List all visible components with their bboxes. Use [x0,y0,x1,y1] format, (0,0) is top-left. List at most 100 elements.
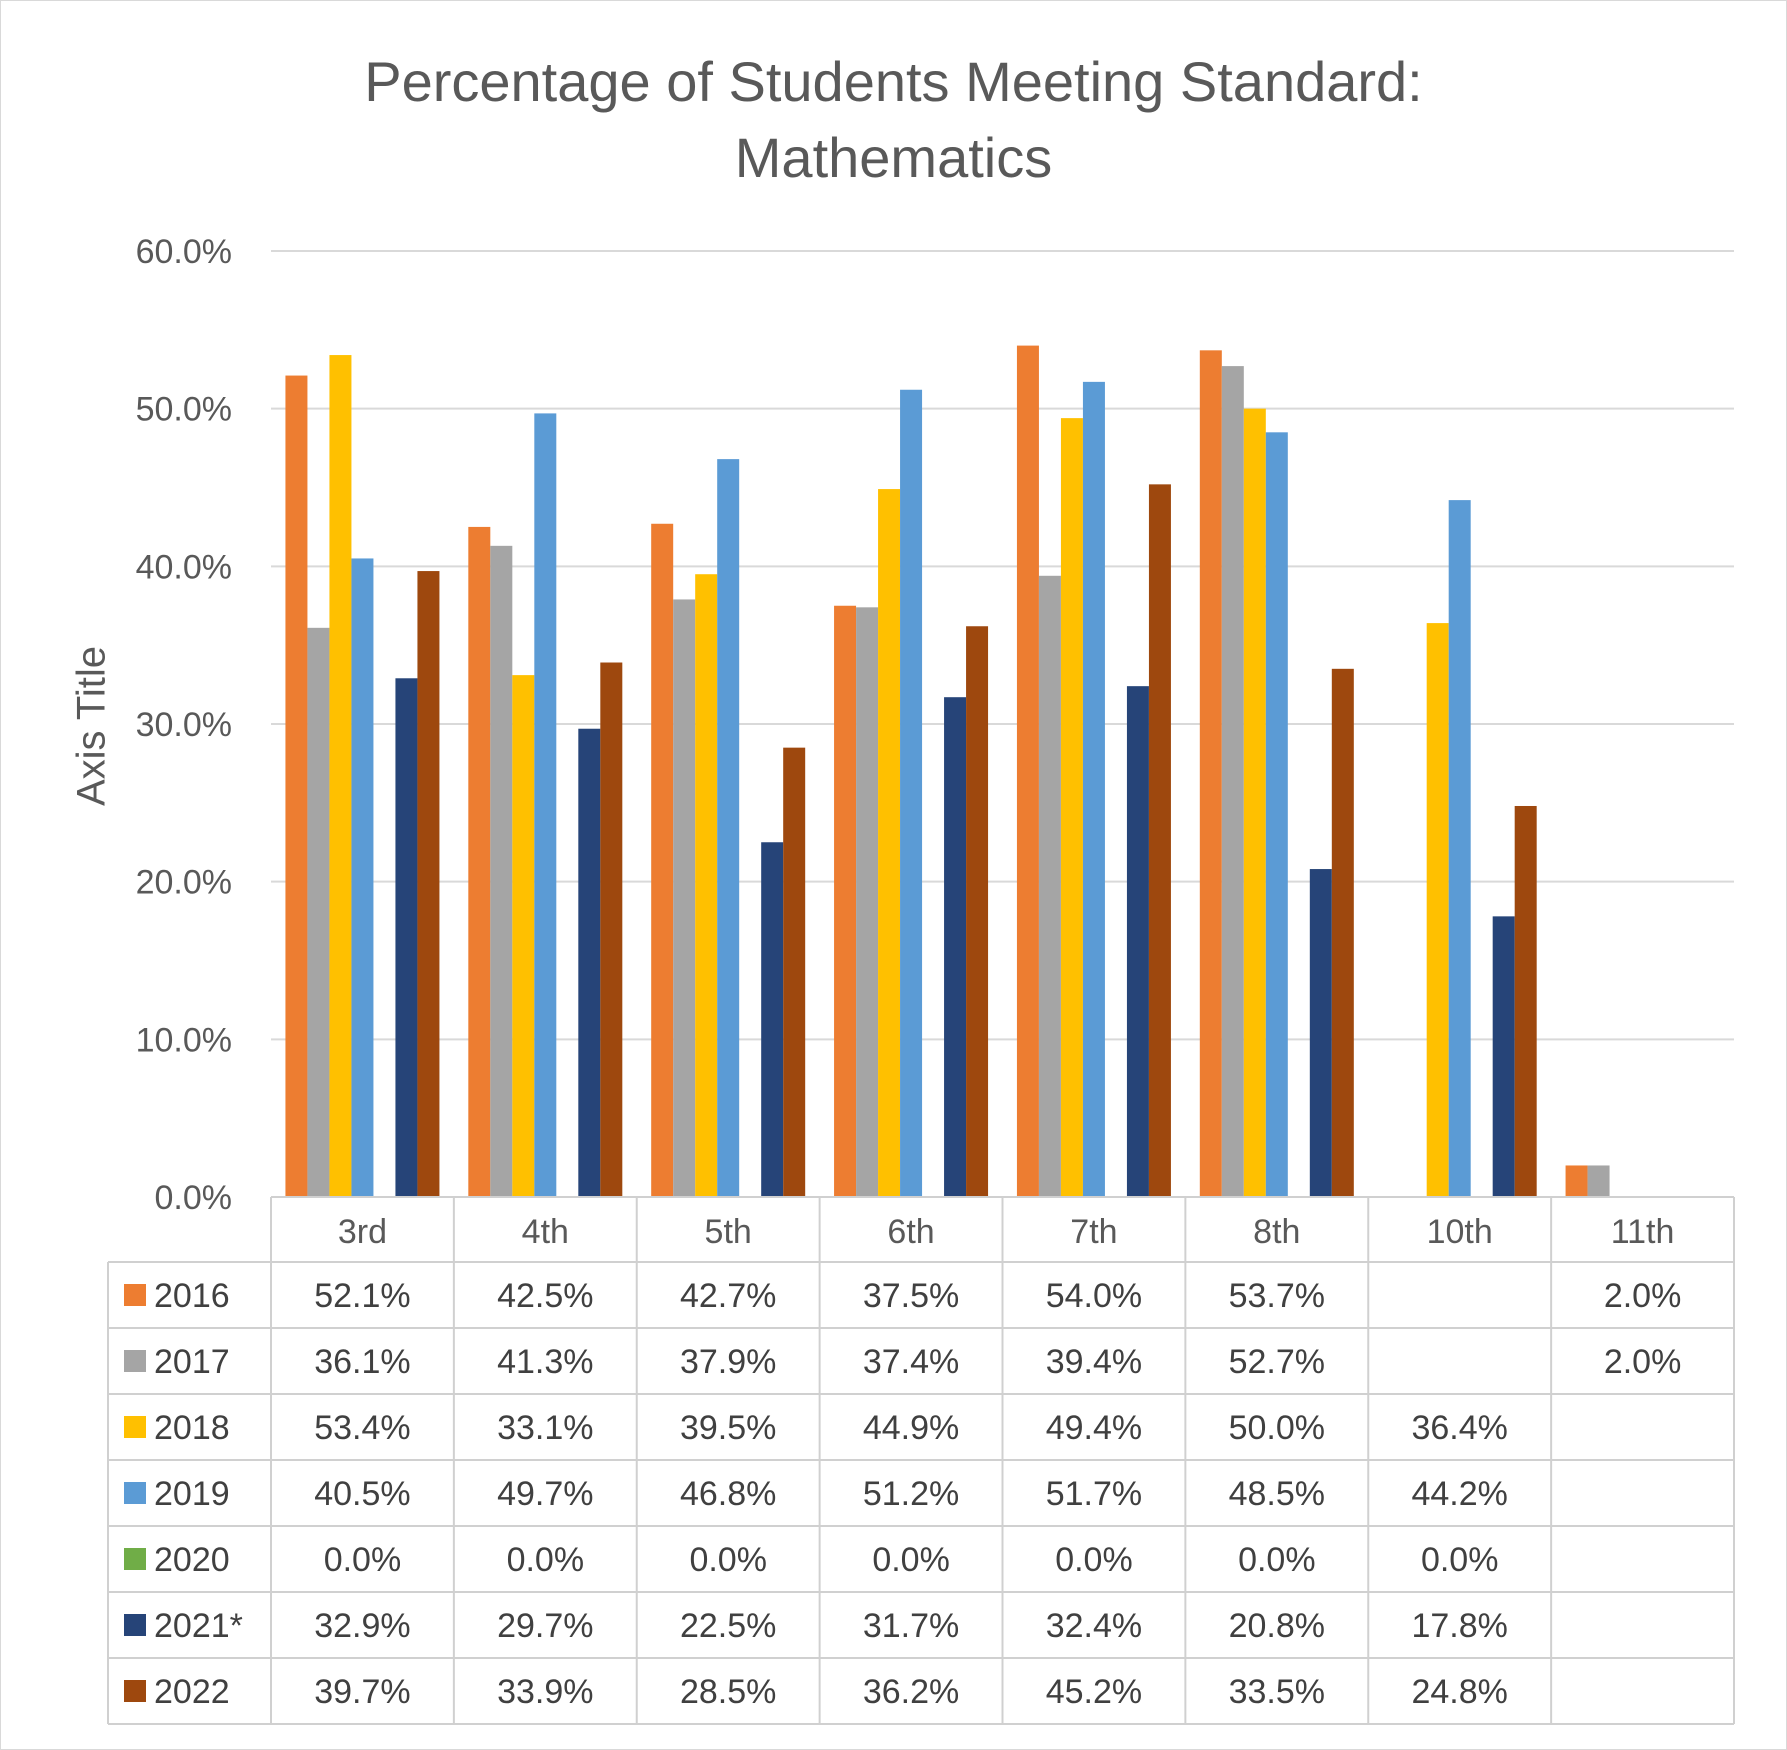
table-cell: 0.0% [1421,1541,1499,1579]
bar [673,599,696,1197]
table-cell: 33.9% [497,1673,593,1711]
bar [1221,366,1244,1197]
bar [1060,418,1083,1197]
series-label: 2022 [154,1673,230,1711]
table-cell: 52.7% [1229,1343,1325,1381]
table-cell: 41.3% [497,1343,593,1381]
bar [1587,1165,1610,1197]
category-label: 8th [1253,1213,1300,1251]
category-label: 10th [1427,1213,1493,1251]
bar [1426,623,1449,1197]
category-label: 4th [522,1213,569,1251]
table-cell: 0.0% [689,1541,767,1579]
table-cell: 51.7% [1046,1475,1142,1513]
category-label: 7th [1070,1213,1117,1251]
bar [1331,668,1354,1197]
bar [578,728,601,1197]
legend-swatch [124,1350,146,1372]
bar [534,413,557,1197]
bar [490,545,513,1197]
table-cell: 0.0% [507,1541,585,1579]
table-cell: 39.5% [680,1409,776,1447]
table-cell: 37.5% [863,1277,959,1315]
table-cell: 53.4% [314,1409,410,1447]
table-cell: 33.1% [497,1409,593,1447]
table-cell: 2.0% [1604,1343,1682,1381]
table-cell: 46.8% [680,1475,776,1513]
bar [1126,686,1149,1197]
table-cell: 44.9% [863,1409,959,1447]
table-cell: 0.0% [324,1541,402,1579]
table-cell: 31.7% [863,1607,959,1645]
bar [1265,432,1288,1198]
bar [329,355,352,1197]
table-cell: 33.5% [1229,1673,1325,1711]
bar [651,523,674,1197]
bar [468,526,491,1197]
bars [285,345,1610,1198]
y-axis-ticks: 0.0% 10.0% 20.0% 30.0% 40.0% 50.0% 60.0% [136,233,232,1217]
table-cell: 0.0% [872,1541,950,1579]
table-cell: 20.8% [1229,1607,1325,1645]
bar [1148,484,1171,1197]
bar [695,574,718,1197]
category-label: 11th [1611,1213,1675,1251]
bar [878,489,901,1197]
bar [966,626,989,1197]
bar [783,747,806,1197]
series-label: 2017 [154,1343,230,1381]
bar [285,375,308,1198]
bar [834,605,857,1197]
category-label: 6th [887,1213,934,1251]
y-tick-label: 20.0% [136,864,232,902]
bar [856,607,879,1197]
bar [395,678,418,1197]
table-cell: 32.4% [1046,1607,1142,1645]
legend-swatch [124,1482,146,1504]
y-tick-label: 50.0% [136,391,232,429]
series-label: 2019 [154,1475,230,1513]
table-cell: 36.4% [1411,1409,1507,1447]
bar [1448,500,1471,1197]
bar [1038,575,1061,1197]
table-cell: 36.2% [863,1673,959,1711]
bar [1565,1165,1588,1197]
bar [600,662,623,1197]
bar [307,627,330,1197]
category-label: 3rd [338,1213,387,1251]
bar [1492,916,1515,1197]
y-tick-label: 10.0% [136,1021,232,1059]
table-cell: 45.2% [1046,1673,1142,1711]
bar [944,697,967,1197]
series-label: 2021* [154,1607,243,1645]
table-cell: 36.1% [314,1343,410,1381]
chart-title-line-2: Mathematics [734,126,1053,189]
chart-title-line-1: Percentage of Students Meeting Standard: [364,50,1423,113]
legend-swatch [124,1680,146,1702]
table-cell: 17.8% [1411,1607,1507,1645]
y-tick-label: 0.0% [155,1179,233,1217]
table-cell: 42.7% [680,1277,776,1315]
table-cell: 32.9% [314,1607,410,1645]
table-cell: 39.4% [1046,1343,1142,1381]
table-cell: 51.2% [863,1475,959,1513]
bar [1199,350,1222,1198]
bar [1016,345,1039,1198]
legend-swatch [124,1416,146,1438]
table-cell: 0.0% [1055,1541,1133,1579]
legend-swatch [124,1614,146,1636]
table-cell: 40.5% [314,1475,410,1513]
series-label: 2020 [154,1541,230,1579]
data-table: 3rd 4th 5th 6th 7th 8th 10th 11th 2016 52.1% 42.5%… [107,1196,1735,1725]
legend-swatch [124,1284,146,1306]
table-cell: 42.5% [497,1277,593,1315]
chart-title: Percentage of Students Meeting Standard:… [0,44,1787,196]
y-tick-label: 40.0% [136,548,232,586]
table-cell: 28.5% [680,1673,776,1711]
y-tick-label: 30.0% [136,706,232,744]
table-cell: 53.7% [1229,1277,1325,1315]
legend-swatch [124,1548,146,1570]
table-cell: 37.9% [680,1343,776,1381]
bar [1082,381,1105,1197]
